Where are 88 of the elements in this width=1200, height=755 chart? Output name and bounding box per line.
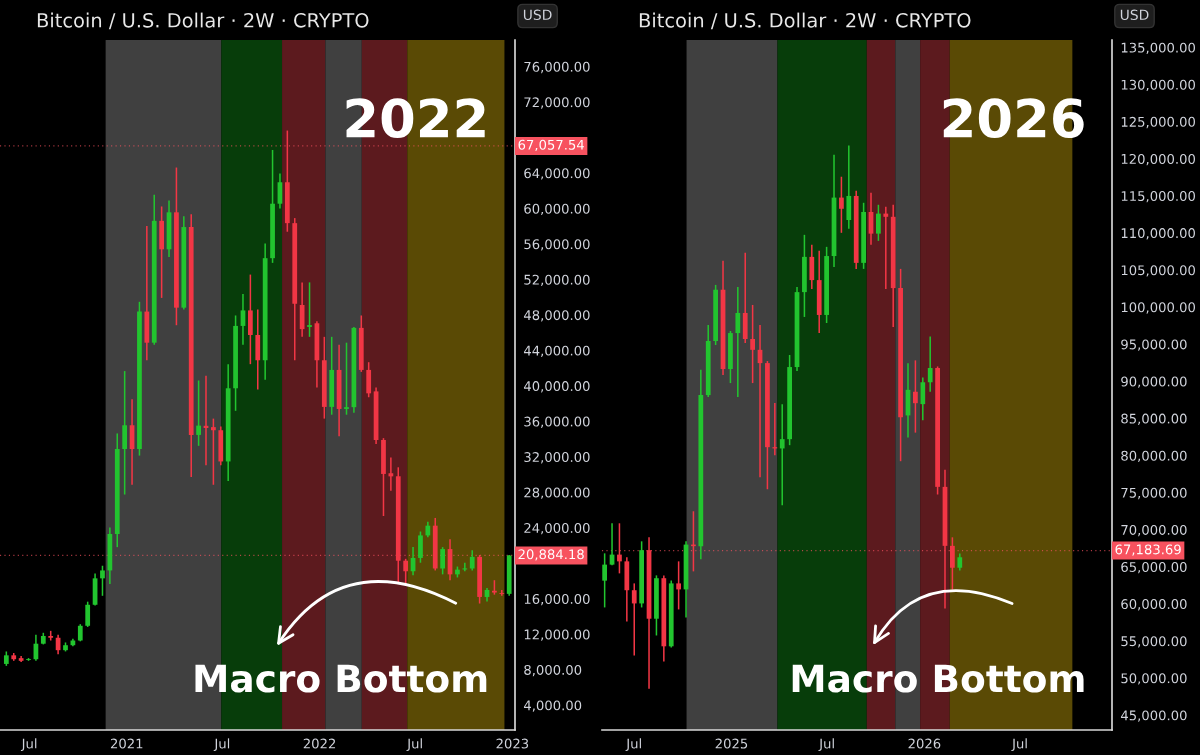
chart-title: Bitcoin / U.S. Dollar · 2W · CRYPTO: [37, 12, 369, 30]
candlestick: [950, 536, 955, 591]
x-tick-label: Jul: [818, 738, 834, 751]
y-tick-label: 8,000.00: [524, 664, 582, 677]
y-tick-label: 24,000.00: [524, 523, 590, 535]
y-tick-label: 45,000.00: [1120, 710, 1187, 722]
candlestick: [927, 335, 933, 393]
y-tick-label: 70,000.00: [1121, 524, 1187, 537]
y-tick-label: 40,000.00: [523, 381, 590, 393]
candlestick: [809, 244, 815, 290]
y-tick-label: 75,000.00: [1121, 487, 1187, 500]
ref-line-label: 67,183.69: [1115, 544, 1181, 556]
candlestick: [122, 370, 128, 496]
y-axis-title: USD: [1120, 9, 1149, 21]
annotation: Macro Bottom: [792, 664, 1084, 693]
candlestick: [750, 304, 755, 384]
candlestick: [839, 175, 844, 234]
y-tick-label: 16,000.00: [524, 593, 590, 606]
candlestick: [196, 379, 201, 447]
candlestick: [735, 286, 741, 398]
y-tick-label: 12,000.00: [524, 629, 590, 641]
y-tick-label: 36,000.00: [524, 416, 590, 428]
annotation: 2022: [346, 98, 485, 139]
y-tick-label: 105,000.00: [1121, 265, 1195, 277]
y-tick-label: 55,000.00: [1121, 636, 1187, 648]
x-tick-label: Jul: [20, 738, 37, 751]
annotation: Macro Bottom: [195, 664, 487, 693]
candlestick: [307, 281, 312, 338]
candlestick: [883, 206, 889, 290]
candlestick: [920, 376, 926, 422]
x-tick-label: Jul: [213, 738, 230, 751]
candlestick: [403, 558, 409, 585]
y-axis-title: USD: [523, 9, 552, 21]
candlestick: [211, 417, 216, 486]
y-tick-label: 64,000.00: [524, 168, 590, 180]
chart-title: Bitcoin / U.S. Dollar · 2W · CRYPTO: [639, 12, 971, 30]
ref-line-label: 67,057.54: [518, 139, 584, 152]
x-tick-label: 2026: [908, 738, 941, 749]
y-tick-label: 4,000.00: [523, 700, 582, 712]
x-tick-label: 2022: [303, 738, 336, 749]
candlestick: [344, 341, 349, 416]
y-tick-label: 100,000.00: [1121, 302, 1195, 314]
candlestick: [100, 564, 105, 597]
candlestick: [676, 560, 682, 611]
x-tick-label: 2023: [496, 738, 529, 749]
y-tick-label: 65,000.00: [1121, 561, 1187, 574]
candlestick: [876, 204, 881, 242]
candlestick: [440, 546, 446, 576]
y-tick-label: 110,000.00: [1121, 228, 1195, 240]
x-tick-label: 2021: [110, 738, 143, 749]
candlestick: [631, 582, 637, 657]
y-tick-label: 115,000.00: [1121, 191, 1195, 203]
y-tick-label: 28,000.00: [524, 487, 590, 499]
y-tick-label: 95,000.00: [1121, 339, 1187, 351]
x-tick-label: Jul: [625, 738, 641, 751]
y-tick-label: 60,000.00: [1121, 599, 1187, 611]
y-tick-label: 52,000.00: [524, 274, 590, 287]
candlestick: [462, 561, 468, 573]
candlestick: [85, 600, 91, 628]
y-tick-label: 135,000.00: [1121, 42, 1195, 54]
candlestick: [617, 522, 622, 575]
y-tick-label: 85,000.00: [1121, 413, 1187, 425]
y-tick-label: 90,000.00: [1121, 376, 1187, 388]
y-tick-label: 48,000.00: [523, 310, 590, 322]
y-tick-label: 125,000.00: [1121, 116, 1195, 129]
y-tick-label: 130,000.00: [1121, 79, 1195, 92]
ref-line-label: 20,884.18: [518, 549, 584, 561]
y-tick-label: 120,000.00: [1121, 153, 1195, 166]
y-tick-label: 76,000.00: [524, 61, 590, 74]
annotation: 2026: [943, 98, 1084, 139]
x-tick-label: Jul: [1011, 738, 1027, 751]
candlestick: [469, 549, 475, 572]
candlestick: [418, 530, 423, 564]
candlestick: [913, 359, 918, 434]
x-tick-label: Jul: [406, 738, 422, 751]
y-tick-label: 44,000.00: [523, 345, 590, 357]
y-tick-label: 60,000.00: [524, 203, 590, 216]
candlestick: [366, 361, 372, 399]
y-tick-label: 32,000.00: [524, 452, 590, 464]
candlestick: [602, 552, 608, 609]
candlestick: [499, 589, 505, 597]
y-tick-label: 56,000.00: [524, 239, 590, 251]
candlestick: [779, 403, 785, 507]
y-tick-label: 80,000.00: [1121, 450, 1187, 463]
x-tick-label: 2025: [715, 738, 748, 749]
y-tick-label: 72,000.00: [524, 97, 590, 109]
y-tick-label: 50,000.00: [1121, 673, 1187, 685]
candlestick: [388, 456, 394, 492]
